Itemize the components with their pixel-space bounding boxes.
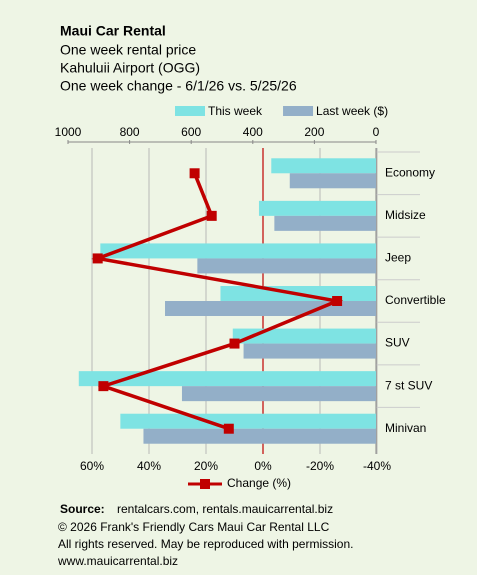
marker: [98, 381, 109, 392]
legend-label: This week: [208, 104, 263, 118]
note: All rights reserved. May be reproduced w…: [58, 537, 353, 551]
subtitle: One week change - 6/1/26 vs. 5/25/26: [60, 78, 297, 94]
note: www.mauicarrental.biz: [57, 554, 178, 568]
x2-tick-label: 20%: [194, 459, 218, 473]
legend-swatch: [283, 106, 314, 116]
x2-tick-label: -20%: [306, 459, 334, 473]
x-tick-label: 1000: [55, 125, 82, 139]
bar: [197, 258, 376, 274]
marker: [229, 338, 240, 349]
legend-label: Last week ($): [316, 104, 388, 118]
legend-swatch: [175, 106, 205, 116]
x-tick-label: 200: [304, 125, 324, 139]
bar: [143, 428, 376, 444]
subtitle: One week rental price: [60, 42, 196, 58]
bar: [271, 158, 376, 174]
bar: [100, 243, 376, 259]
category-label: Jeep: [385, 251, 411, 265]
x2-tick-label: 60%: [80, 459, 104, 473]
marker: [189, 168, 200, 179]
bar: [120, 413, 376, 429]
legend-label: Change (%): [227, 476, 291, 490]
x-tick-label: 0: [373, 125, 380, 139]
bar: [232, 328, 376, 344]
category-label: 7 st SUV: [385, 378, 432, 392]
bar: [165, 301, 376, 316]
category-label: Convertible: [385, 293, 446, 307]
legend-marker: [200, 479, 210, 489]
category-label: SUV: [385, 336, 410, 350]
source: rentalcars.com, rentals.mauicarrental.bi…: [117, 502, 333, 516]
x2-tick-label: -40%: [363, 459, 391, 473]
category-label: Midsize: [385, 208, 426, 222]
x2-tick-label: 40%: [137, 459, 161, 473]
marker: [92, 253, 103, 264]
note: © 2026 Frank's Friendly Cars Maui Car Re…: [58, 520, 330, 534]
bar: [274, 215, 376, 231]
marker: [223, 423, 234, 434]
bar: [181, 386, 376, 402]
marker: [332, 296, 343, 306]
bar: [243, 343, 376, 359]
marker: [206, 210, 217, 221]
subtitle: Kahuluii Airport (OGG): [60, 60, 200, 76]
category-label: Minivan: [385, 421, 426, 435]
bar: [78, 371, 376, 387]
source-label: Source:: [60, 502, 105, 516]
x-tick-label: 800: [120, 125, 140, 139]
chart-title: Maui Car Rental: [60, 23, 166, 39]
category-label: Economy: [385, 165, 435, 179]
x2-tick-label: 0%: [254, 459, 272, 473]
x-tick-label: 400: [243, 125, 263, 139]
x-tick-label: 600: [181, 125, 201, 139]
bar: [289, 173, 376, 189]
bar: [258, 200, 376, 216]
